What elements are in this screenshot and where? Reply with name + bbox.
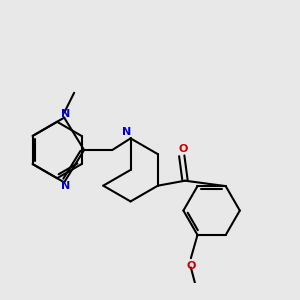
- Text: N: N: [61, 181, 70, 191]
- Text: N: N: [122, 127, 131, 137]
- Text: O: O: [179, 144, 188, 154]
- Text: O: O: [186, 260, 196, 271]
- Text: N: N: [61, 109, 70, 119]
